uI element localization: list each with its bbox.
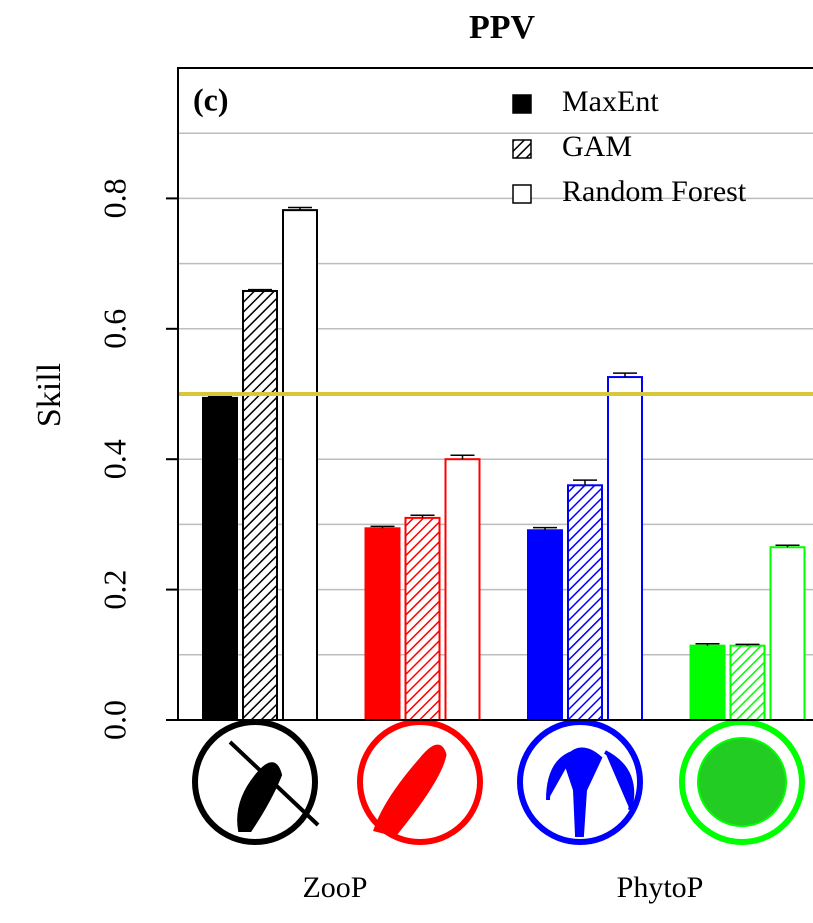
bar <box>769 546 806 721</box>
chart-title: PPV <box>469 9 536 46</box>
y-tick-label: 0.8 <box>96 178 132 218</box>
icon-shape <box>228 740 320 832</box>
y-tick-label: 0.4 <box>96 439 132 479</box>
bar <box>689 644 726 721</box>
error-bar <box>410 514 435 518</box>
x-group-label: ZooP <box>302 871 367 904</box>
legend-swatch <box>512 139 532 159</box>
panel-label: (c) <box>193 81 229 117</box>
legend-swatch <box>512 184 532 204</box>
plot-frame <box>177 67 813 721</box>
error-bar <box>533 526 557 531</box>
error-bar <box>775 544 800 548</box>
bar <box>364 527 401 722</box>
diatom-icon <box>679 719 805 845</box>
icon-shape <box>373 744 447 837</box>
legend-label: MaxEnt <box>562 85 659 118</box>
dinoflagellate-icon <box>517 719 643 845</box>
bar <box>607 376 643 721</box>
zooplankton-icon <box>192 719 318 845</box>
error-bar <box>208 395 232 398</box>
error-bar <box>248 288 272 291</box>
bar <box>729 644 766 721</box>
y-axis-label: Skill <box>31 363 68 427</box>
bar <box>527 529 563 721</box>
icon-shape <box>546 747 635 837</box>
x-group-label: PhytoP <box>617 871 704 904</box>
error-bar <box>450 454 475 460</box>
bar <box>567 484 603 721</box>
bar <box>404 516 441 721</box>
legend-label: Random Forest <box>562 175 747 208</box>
y-tick-label: 0.2 <box>96 570 132 610</box>
error-bar <box>288 206 312 211</box>
copepod-icon <box>357 719 483 845</box>
bar <box>242 289 278 721</box>
error-bar <box>695 642 720 646</box>
icon-shape <box>697 737 787 827</box>
error-bar <box>370 525 395 529</box>
y-tick-label: 0.0 <box>96 700 132 740</box>
legend-label: GAM <box>562 130 632 163</box>
bar <box>282 209 318 722</box>
legend-swatch <box>512 94 532 114</box>
bar <box>444 458 481 721</box>
y-tick-label: 0.6 <box>96 309 132 349</box>
error-bar <box>573 479 597 486</box>
error-bar <box>735 643 760 646</box>
icons <box>192 719 805 845</box>
error-bar <box>613 372 637 378</box>
bar <box>202 396 238 721</box>
